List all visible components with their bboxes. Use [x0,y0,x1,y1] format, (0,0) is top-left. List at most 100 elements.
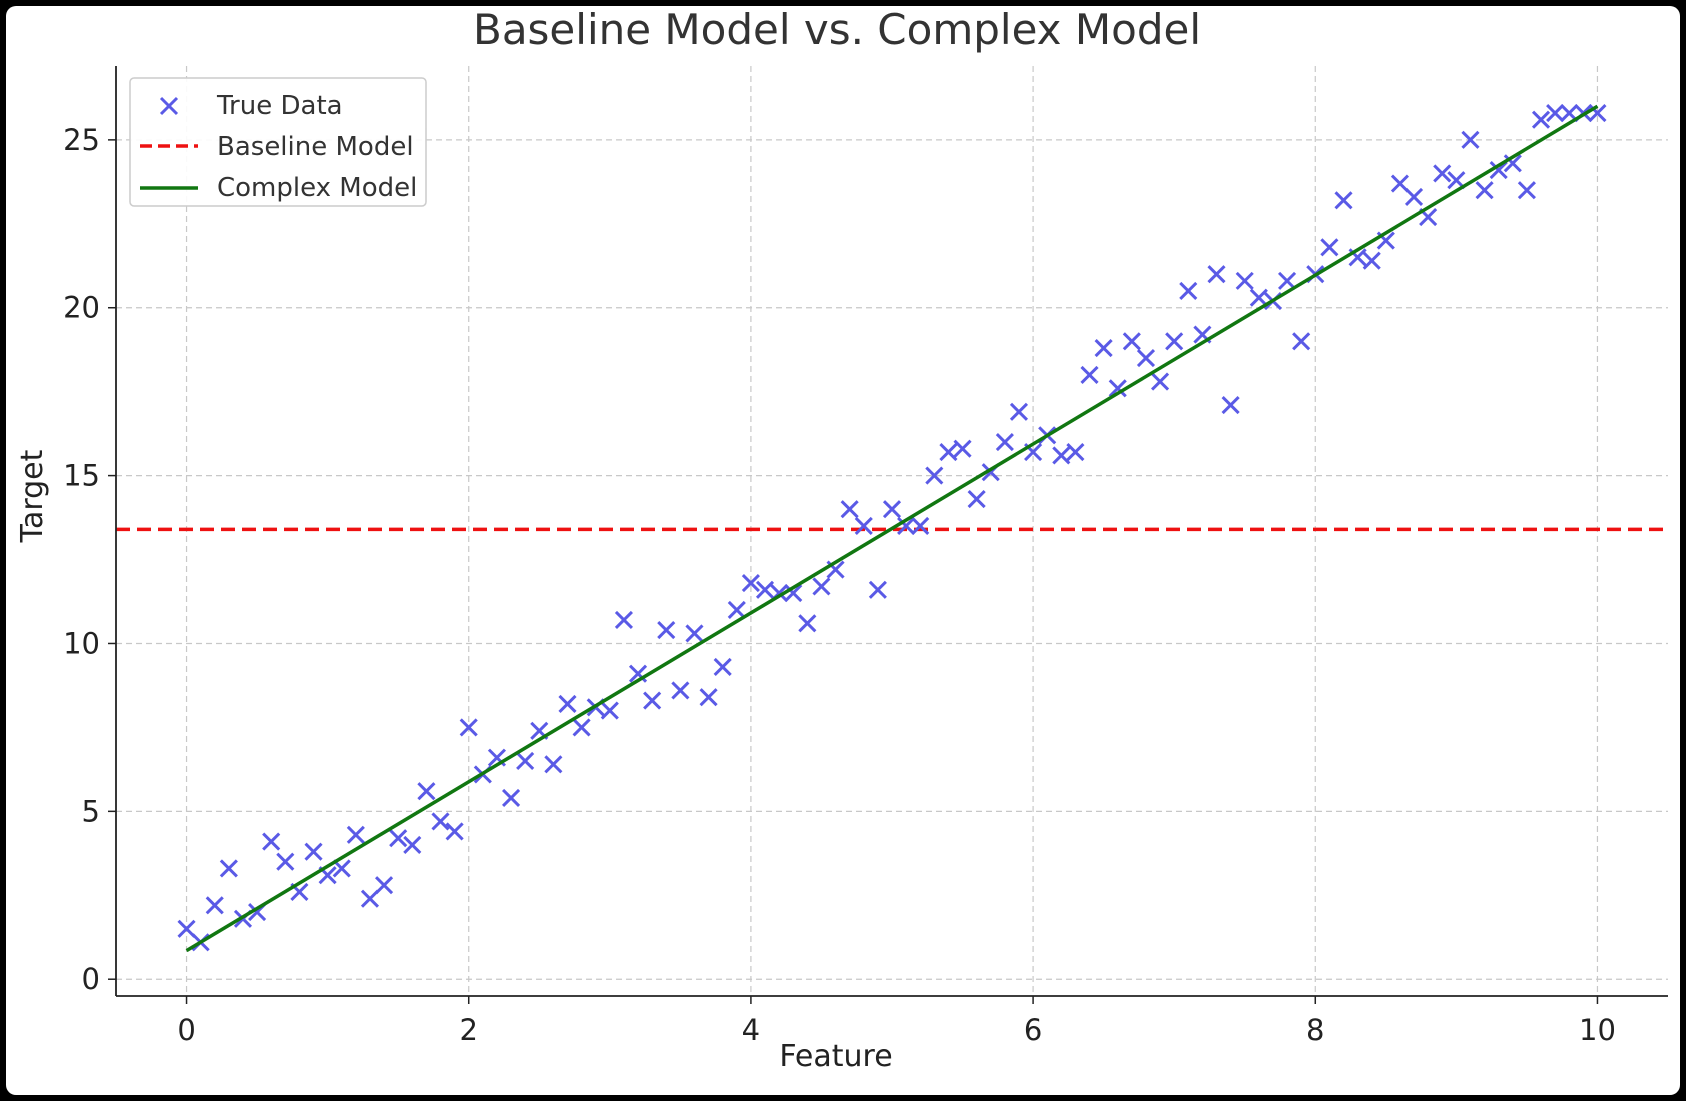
data-point [445,822,464,841]
x-tick-label: 2 [460,1013,478,1047]
data-point-stroke-b [1052,446,1071,465]
data-point-stroke-b [1108,379,1127,398]
points-layer [177,103,1607,952]
data-point-stroke-b [1433,164,1452,183]
data-point-stroke-b [741,573,760,593]
data-point [177,919,196,938]
data-point-stroke-b [318,866,337,885]
data-point [1390,174,1409,193]
data-point [812,577,831,596]
data-point-stroke-b [1419,208,1438,227]
data-point [1165,332,1184,351]
data-point-stroke-b [939,443,958,462]
data-point-stroke-b [1588,103,1607,123]
data-point [1066,443,1085,462]
data-point-stroke-b [868,580,887,599]
data-point [784,584,803,603]
y-axis-title: Target [15,449,50,543]
data-point-stroke-b [459,718,478,737]
data-point-stroke-b [544,755,563,774]
data-point [699,688,718,707]
data-point [332,859,351,878]
data-point [1221,396,1240,415]
x-tick-label: 0 [177,1013,195,1047]
data-point-stroke-b [1179,281,1198,301]
data-point-stroke-b [417,782,436,801]
legend-box [129,77,427,207]
data-point [1447,171,1466,190]
data-point-stroke-b [445,822,464,841]
data-point-stroke-b [1362,251,1381,270]
data-point [1433,164,1452,183]
data-point [882,500,902,519]
data-point-stroke-b [487,748,507,767]
data-point-stroke-b [1546,103,1565,123]
data-point-stroke-b [1348,248,1367,267]
data-point-stroke-b [911,516,930,536]
x-axis-title: Feature [779,1039,892,1074]
data-point-stroke-b [1517,181,1536,200]
data-point [1320,238,1339,257]
complex-layer [185,104,1599,953]
data-point [1546,103,1565,123]
data-point-stroke-b [304,842,323,861]
data-point [1108,379,1127,398]
data-point-stroke-b [516,751,535,771]
data-point-stroke-b [219,859,238,878]
data-point-stroke-b [784,584,803,603]
data-point [1179,281,1198,301]
data-point-stroke-b [276,852,295,871]
data-point [939,443,958,462]
data-point-stroke-b [882,500,902,519]
data-point-stroke-b [1320,238,1339,257]
data-point [671,681,690,700]
data-point [614,610,633,630]
data-point [600,701,619,720]
data-point-stroke-b [643,691,662,710]
data-point [995,432,1014,452]
data-point [1404,187,1424,206]
data-point [360,889,380,908]
y-tick-label: 10 [63,626,100,660]
axes-layer: 0 2 4 6 8 10 0 5 10 15 20 25 [63,66,1668,1047]
data-point [304,842,323,861]
data-point-stroke-b [925,466,944,485]
data-point-stroke-b [671,681,690,700]
data-point [854,516,873,536]
data-point [1503,154,1522,173]
data-point [1531,110,1551,129]
data-point-stroke-b [389,829,408,848]
data-point [389,829,408,848]
data-point-stroke-b [360,889,380,908]
data-point [1080,365,1099,384]
data-point-stroke-b [1066,443,1085,462]
data-point [953,439,972,458]
data-point-stroke-b [346,825,365,844]
data-point-stroke-b [375,876,394,895]
data-point [544,755,563,774]
legend-label-complex: Complex Model [217,173,417,203]
data-point [1489,161,1508,180]
data-point-stroke-b [995,432,1014,452]
data-point-stroke-b [431,812,450,831]
data-point [431,812,450,831]
data-point-stroke-b [1447,171,1466,190]
data-point [1517,181,1536,200]
data-point [572,718,591,737]
data-point-stroke-b [1193,325,1212,344]
data-point [375,876,394,895]
data-point-stroke-b [600,701,619,720]
data-point [1277,271,1297,290]
data-point [685,624,704,643]
data-point-stroke-b [1277,271,1297,290]
data-point [840,500,859,519]
data-point-stroke-b [558,694,577,713]
chart-frame: Baseline Model vs. Complex Model 0 2 4 6 8 10… [6,6,1680,1095]
complex-model-line [185,104,1599,953]
data-point-stroke-b [1207,265,1226,284]
data-point [1122,332,1141,351]
data-point-stroke-b [1235,271,1254,290]
data-point-stroke-b [1165,332,1184,351]
data-point-stroke-b [1024,443,1043,462]
data-point [205,896,224,915]
